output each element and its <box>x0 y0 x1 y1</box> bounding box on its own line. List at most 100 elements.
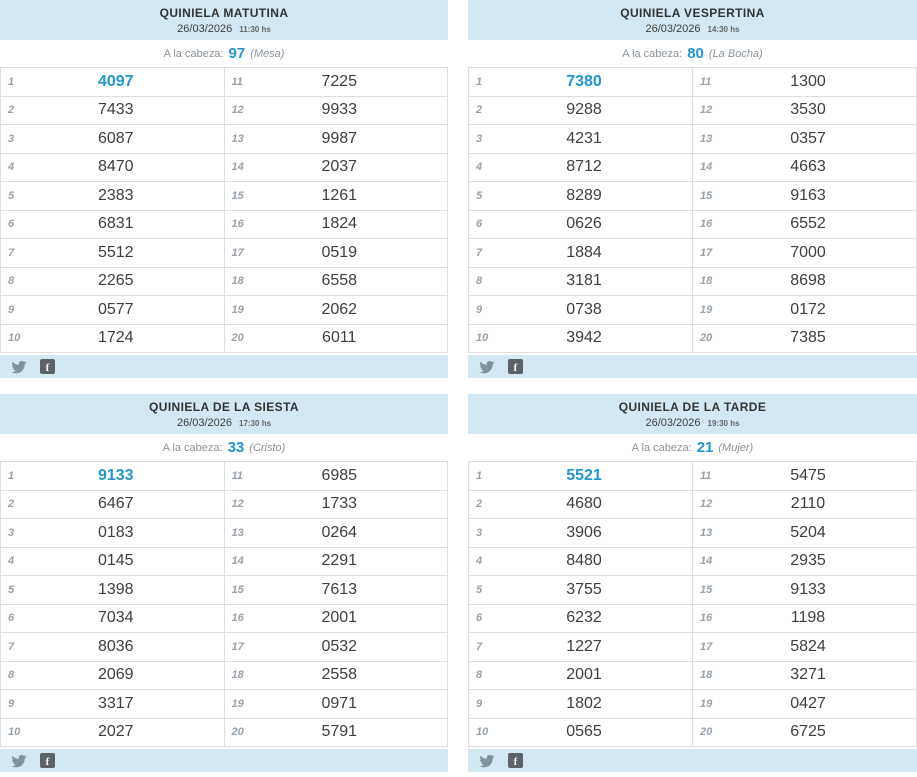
table-row: 13 0264 <box>224 519 447 548</box>
head-number-row: A la cabeza: 33 (Cristo) <box>0 434 448 461</box>
position-label: 14 <box>700 161 713 174</box>
results-column-1-10: 1 5521 2 4680 3 3906 4 8480 5 3755 6 6232 7 1227 8 2001… <box>469 462 692 747</box>
draw-number: 2265 <box>97 272 134 290</box>
head-name: (Mujer) <box>718 441 754 454</box>
draw-number: 0183 <box>97 523 134 541</box>
position-label: 12 <box>231 104 244 117</box>
twitter-icon[interactable] <box>479 359 495 375</box>
panel-quiniela-de-la-tarde: QUINIELA DE LA TARDE 26/03/2026 19:30 hs… <box>468 394 917 772</box>
table-row: 9 1802 <box>469 690 692 719</box>
position-label: 18 <box>231 275 244 288</box>
twitter-icon[interactable] <box>479 753 495 769</box>
draw-number: 0519 <box>321 243 358 261</box>
table-row: 17 7000 <box>693 239 916 268</box>
table-row: 17 0532 <box>224 633 447 662</box>
results-table: 1 4097 2 7433 3 6087 4 8470 5 2383 6 6831 7 5512 8 2265… <box>0 67 448 353</box>
twitter-icon[interactable] <box>11 359 27 375</box>
facebook-icon[interactable]: f <box>508 753 523 768</box>
draw-number: 0145 <box>97 552 134 570</box>
draw-number: 0172 <box>790 300 826 318</box>
position-label: 5 <box>8 189 15 202</box>
draw-number: 0565 <box>566 723 602 741</box>
table-row: 17 5824 <box>693 633 916 662</box>
position-label: 10 <box>8 726 21 739</box>
draw-number: 2069 <box>97 666 134 684</box>
panel-quiniela-matutina: QUINIELA MATUTINA 26/03/2026 11:30 hs A … <box>0 0 448 378</box>
table-row: 1 5521 <box>469 462 692 491</box>
panel-dateline: 26/03/2026 17:30 hs <box>177 417 271 429</box>
results-column-11-20: 11 6985 12 1733 13 0264 14 2291 15 7613 16 2001 17 05… <box>223 462 447 747</box>
twitter-icon[interactable] <box>11 753 27 769</box>
table-row: 11 1300 <box>693 68 916 97</box>
table-row: 6 7034 <box>1 605 224 633</box>
table-row: 8 2001 <box>469 662 692 690</box>
draw-date: 26/03/2026 <box>177 22 233 35</box>
table-row: 16 1198 <box>693 605 916 633</box>
position-label: 7 <box>8 640 15 653</box>
position-label: 7 <box>476 640 483 653</box>
draw-number: 6725 <box>790 723 826 741</box>
head-label: A la cabeza: <box>163 47 224 60</box>
table-row: 10 1724 <box>1 325 224 353</box>
position-label: 5 <box>8 583 15 596</box>
table-row: 13 0357 <box>693 125 916 154</box>
table-row: 3 0183 <box>1 519 224 548</box>
draw-number: 6467 <box>97 495 134 513</box>
draw-number: 9987 <box>321 129 358 147</box>
draw-number: 0626 <box>566 215 602 233</box>
table-row: 6 6232 <box>469 605 692 633</box>
table-row: 12 3530 <box>693 97 916 125</box>
table-row: 2 6467 <box>1 491 224 519</box>
facebook-icon[interactable]: f <box>508 359 523 374</box>
panel-header: QUINIELA DE LA TARDE 26/03/2026 19:30 hs <box>468 394 917 434</box>
position-label: 17 <box>700 640 713 653</box>
position-label: 7 <box>8 246 15 259</box>
table-row: 4 8712 <box>469 154 692 182</box>
position-label: 11 <box>231 75 243 88</box>
table-row: 5 2383 <box>1 182 224 211</box>
position-label: 13 <box>231 526 244 539</box>
table-row: 2 9288 <box>469 97 692 125</box>
table-row: 7 8036 <box>1 633 224 662</box>
draw-number: 7613 <box>321 580 358 598</box>
table-row: 3 4231 <box>469 125 692 154</box>
draw-date: 26/03/2026 <box>645 22 701 35</box>
table-row: 9 3317 <box>1 690 224 719</box>
position-label: 20 <box>231 726 244 739</box>
position-label: 16 <box>231 612 244 625</box>
table-row: 2 4680 <box>469 491 692 519</box>
draw-time: 19:30 hs <box>707 418 740 428</box>
table-row: 8 3181 <box>469 268 692 296</box>
table-row: 18 8698 <box>693 268 916 296</box>
draw-number: 1227 <box>566 637 602 655</box>
results-column-1-10: 1 7380 2 9288 3 4231 4 8712 5 8289 6 0626 7 1884 8 3181… <box>469 68 692 353</box>
table-row: 3 3906 <box>469 519 692 548</box>
position-label: 3 <box>476 526 483 539</box>
position-label: 4 <box>8 161 15 174</box>
position-label: 18 <box>700 275 713 288</box>
draw-number: 8036 <box>97 637 134 655</box>
position-label: 5 <box>476 189 483 202</box>
position-label: 19 <box>700 697 713 710</box>
head-label: A la cabeza: <box>631 441 692 454</box>
table-row: 15 9163 <box>693 182 916 211</box>
draw-number: 5521 <box>566 466 602 484</box>
position-label: 13 <box>231 132 244 145</box>
draw-number: 1733 <box>321 495 358 513</box>
position-label: 11 <box>231 469 243 482</box>
head-number: 97 <box>228 45 246 62</box>
head-number: 33 <box>227 439 245 456</box>
draw-number: 4663 <box>790 158 826 176</box>
facebook-icon[interactable]: f <box>40 359 55 374</box>
panel-title: QUINIELA VESPERTINA <box>620 5 765 20</box>
panel-quiniela-vespertina: QUINIELA VESPERTINA 26/03/2026 14:30 hs … <box>468 0 917 378</box>
head-label: A la cabeza: <box>622 47 683 60</box>
position-label: 16 <box>700 218 713 231</box>
position-label: 9 <box>476 303 483 316</box>
draw-number: 2110 <box>790 495 826 513</box>
table-row: 2 7433 <box>1 97 224 125</box>
table-row: 10 0565 <box>469 719 692 747</box>
table-row: 19 0971 <box>224 690 447 719</box>
table-row: 16 6552 <box>693 211 916 239</box>
facebook-icon[interactable]: f <box>40 753 55 768</box>
